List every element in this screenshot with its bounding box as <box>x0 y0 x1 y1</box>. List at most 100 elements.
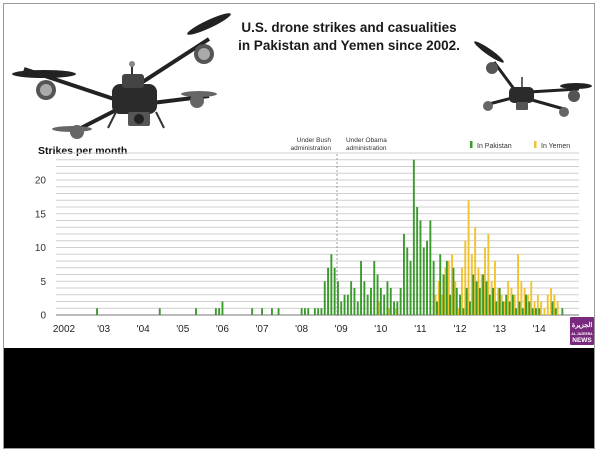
bar-pakistan <box>307 308 310 315</box>
bar-yemen <box>480 274 483 315</box>
bar-pakistan <box>436 301 438 315</box>
bar-pakistan <box>508 301 511 315</box>
bars <box>96 159 564 315</box>
al-jazeera-logo: الجزيرة AL JAZEERA NEWS <box>570 317 594 345</box>
chart: U.S. drone strikes and casualities in Pa… <box>12 13 594 345</box>
bar-pakistan <box>462 308 465 315</box>
y-tick-label: 5 <box>40 277 46 288</box>
bar-pakistan <box>442 274 445 315</box>
bar-pakistan <box>488 294 491 315</box>
bar-pakistan <box>449 294 452 315</box>
bar-pakistan <box>459 294 461 315</box>
bar-pakistan <box>337 281 339 315</box>
bar-pakistan <box>327 267 329 315</box>
legend: In Pakistan In Yemen <box>470 141 570 150</box>
legend-swatch-yemen <box>534 141 537 148</box>
bar-yemen <box>470 254 473 315</box>
bar-pakistan <box>158 308 161 315</box>
bar-yemen <box>530 281 533 315</box>
bar-pakistan <box>353 288 356 315</box>
bar-pakistan <box>551 301 554 315</box>
bar-pakistan <box>502 301 504 315</box>
bar-pakistan <box>304 308 306 315</box>
bar-pakistan <box>370 288 372 315</box>
bar-pakistan <box>403 234 405 315</box>
chart-frame: U.S. drone strikes and casualities in Pa… <box>3 3 595 449</box>
bar-pakistan <box>389 288 392 315</box>
bar-pakistan <box>396 301 399 315</box>
bar-pakistan <box>218 308 221 315</box>
bar-pakistan <box>412 159 415 315</box>
bar-pakistan <box>455 288 458 315</box>
bar-pakistan <box>472 274 475 315</box>
bar-yemen <box>464 240 467 315</box>
bar-pakistan <box>452 267 455 315</box>
x-tick-label: '03 <box>97 324 110 335</box>
logo-text-aljazeera: AL JAZEERA <box>571 332 593 336</box>
bar-yemen <box>500 294 503 315</box>
x-tick-label: '13 <box>493 324 506 335</box>
bar-pakistan <box>482 274 485 315</box>
black-panel <box>4 348 594 448</box>
bar-pakistan <box>426 240 428 315</box>
bar-pakistan <box>379 288 382 315</box>
bar-yemen <box>467 200 470 315</box>
x-tick-label: '08 <box>295 324 308 335</box>
bar-pakistan <box>277 308 280 315</box>
x-tick-label: '09 <box>335 324 348 335</box>
bar-yemen <box>437 281 440 315</box>
bar-pakistan <box>429 220 432 315</box>
bar-yemen <box>507 281 510 315</box>
bar-pakistan <box>271 308 273 315</box>
bar-pakistan <box>495 301 498 315</box>
bar-pakistan <box>214 308 217 315</box>
x-tick-label: '07 <box>255 324 268 335</box>
bar-yemen <box>523 288 526 315</box>
bar-yemen <box>395 308 397 315</box>
bar-yemen <box>527 294 529 315</box>
bar-yemen <box>494 261 496 315</box>
chart-title-line-2: in Pakistan and Yemen since 2002. <box>238 38 460 53</box>
bar-pakistan <box>521 308 524 315</box>
legend-label-yemen: In Yemen <box>541 143 570 150</box>
bar-pakistan <box>422 247 425 315</box>
bar-pakistan <box>330 254 333 315</box>
x-tick-label: 2002 <box>53 324 76 335</box>
bar-pakistan <box>376 274 379 315</box>
drone-right-illustration <box>474 41 592 117</box>
bar-pakistan <box>538 308 541 315</box>
bar-pakistan <box>525 294 527 315</box>
bar-yemen <box>434 294 437 315</box>
bar-pakistan <box>360 261 362 315</box>
bar-yemen <box>533 301 536 315</box>
x-tick-label: '11 <box>414 324 427 335</box>
x-tick-label: '06 <box>216 324 229 335</box>
bar-pakistan <box>386 281 389 315</box>
logo-text-arabic: الجزيرة <box>572 321 593 329</box>
x-tick-label: '05 <box>176 324 189 335</box>
bar-pakistan <box>531 308 534 315</box>
bar-yemen <box>540 301 543 315</box>
bar-yemen <box>546 294 549 315</box>
bar-pakistan <box>518 301 521 315</box>
drone-left-illustration <box>12 13 231 139</box>
bar-yemen <box>451 254 453 315</box>
bar-pakistan <box>300 308 303 315</box>
bar-pakistan <box>333 267 336 315</box>
bar-pakistan <box>561 308 564 315</box>
bar-pakistan <box>350 281 353 315</box>
bar-yemen <box>487 234 490 315</box>
bar-yemen <box>553 294 556 315</box>
bar-yemen <box>444 267 447 315</box>
bar-yemen <box>457 308 460 315</box>
bar-pakistan <box>498 288 501 315</box>
annotation-obama-1: Under Obama <box>346 137 387 144</box>
bar-yemen <box>550 288 552 315</box>
x-tick-labels: 2002 '03 '04 '05 '06 '07 '08 '09 '10 '11 '12 '13 '14 <box>53 324 546 335</box>
bar-pakistan <box>96 308 98 315</box>
bar-yemen <box>378 301 381 315</box>
bar-pakistan <box>363 281 366 315</box>
logo-text-news: NEWS <box>572 337 592 344</box>
bar-yemen <box>484 247 486 315</box>
bar-pakistan <box>393 301 395 315</box>
